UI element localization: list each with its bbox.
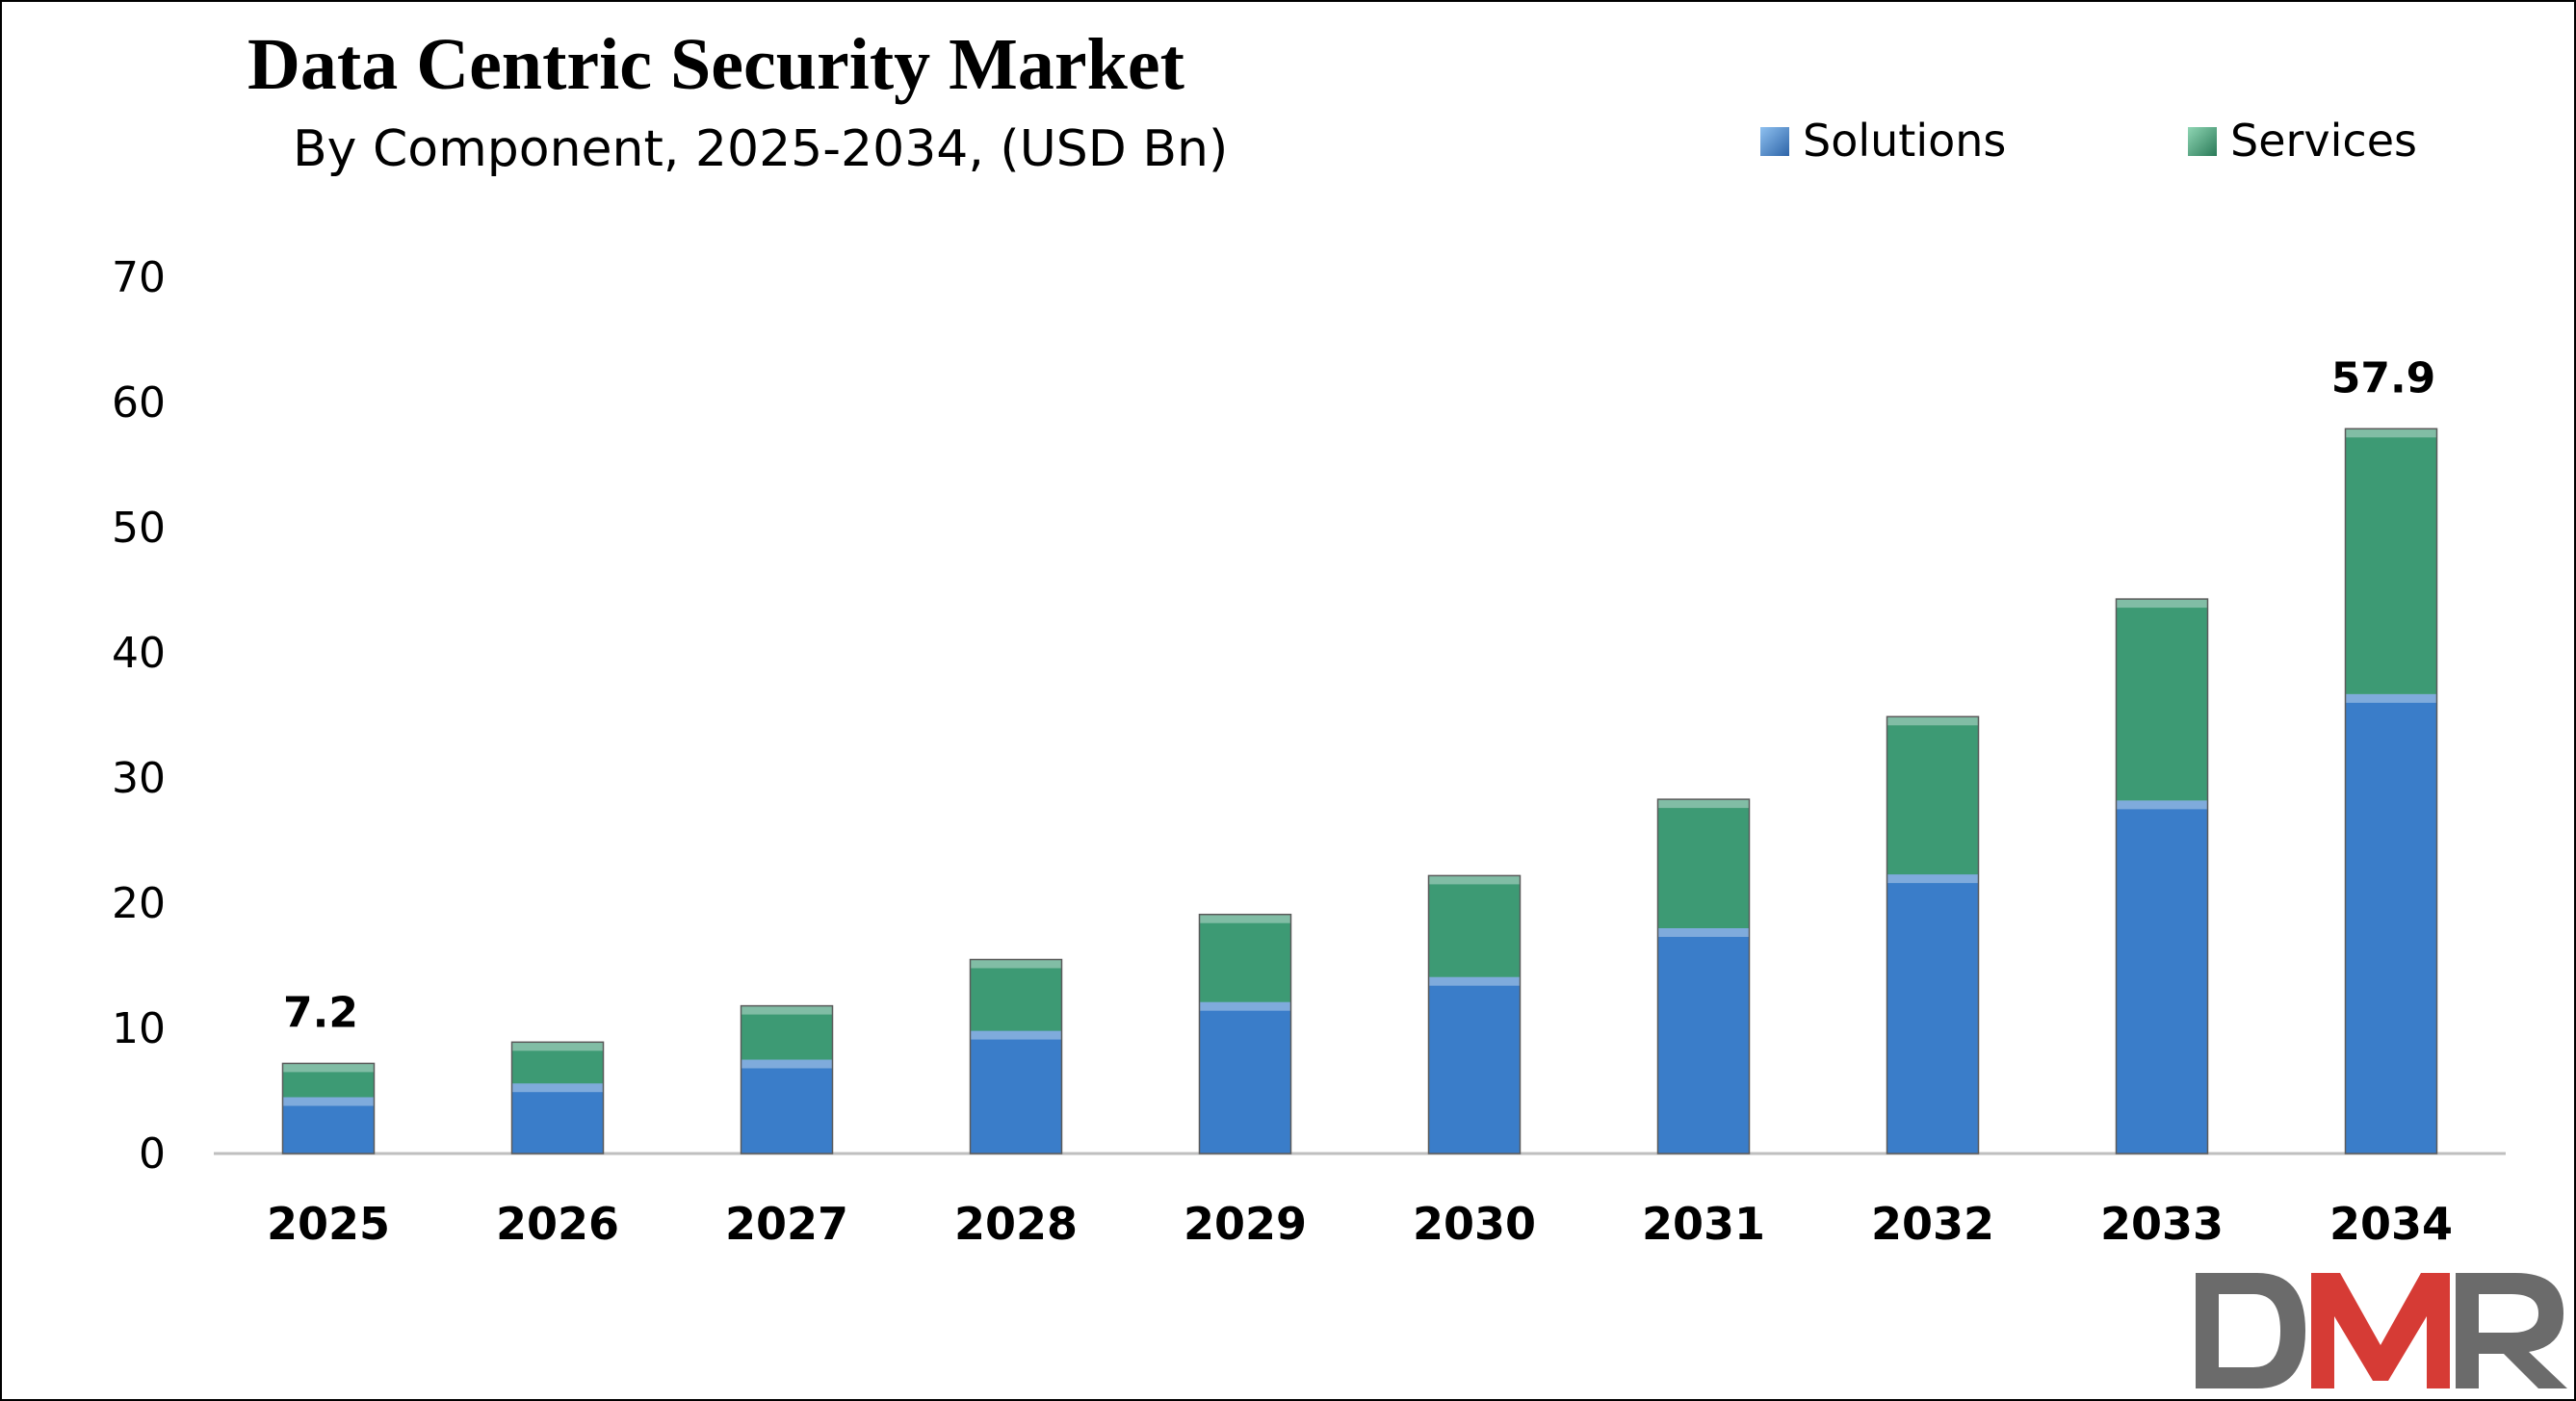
bar-highlight-services-2034 — [2345, 428, 2437, 438]
bar-group-2033 — [2115, 598, 2209, 1155]
bar-highlight-solutions-2029 — [1199, 1001, 1291, 1011]
bar-group-2026 — [510, 1041, 605, 1155]
bar-solutions-2028 — [970, 1030, 1062, 1154]
bar-solutions-2034 — [2345, 693, 2437, 1154]
bar-services-2032 — [1886, 716, 1979, 875]
bar-highlight-services-2026 — [511, 1042, 604, 1051]
bar-services-2029 — [1199, 914, 1291, 1002]
bar-highlight-services-2031 — [1657, 799, 1750, 809]
bar-group-2029 — [1198, 913, 1292, 1155]
bar-services-2031 — [1657, 799, 1750, 928]
bar-highlight-solutions-2028 — [970, 1030, 1062, 1040]
x-tick-label: 2034 — [2329, 1198, 2453, 1250]
bar-highlight-solutions-2025 — [282, 1097, 375, 1106]
y-tick-label: 60 — [112, 378, 166, 428]
bar-group-2031 — [1656, 798, 1751, 1155]
legend-item-services: Services — [2188, 115, 2417, 167]
data-label-2025: 7.2 — [283, 988, 358, 1037]
bar-solutions-2029 — [1199, 1001, 1291, 1154]
bar-solutions-2025 — [282, 1097, 375, 1154]
x-tick-label: 2026 — [496, 1198, 619, 1250]
bar-highlight-solutions-2031 — [1657, 928, 1750, 937]
data-labels: 7.2 57.9 — [283, 353, 2435, 1037]
bar-group-2030 — [1427, 874, 1522, 1155]
chart-subtitle: By Component, 2025-2034, (USD Bn) — [293, 120, 1228, 178]
dmr-logo — [2196, 1273, 2567, 1388]
x-tick-label: 2028 — [954, 1198, 1078, 1250]
y-tick-label: 70 — [112, 253, 166, 302]
bar-highlight-services-2029 — [1199, 914, 1291, 923]
bar-services-2027 — [741, 1005, 833, 1060]
bar-solutions-2027 — [741, 1059, 833, 1154]
bar-services-2028 — [970, 959, 1062, 1031]
y-tick-label: 20 — [112, 879, 166, 928]
bar-group-2028 — [969, 958, 1063, 1155]
legend: Solutions Services — [1760, 115, 2417, 167]
legend-label-solutions: Solutions — [1803, 115, 2006, 167]
bar-outline-2026 — [510, 1041, 605, 1155]
bar-outline-2032 — [1886, 715, 1980, 1155]
y-axis: 0 10 20 30 40 50 60 70 — [112, 253, 166, 1179]
bar-highlight-services-2033 — [2116, 599, 2208, 609]
x-tick-label: 2031 — [1642, 1198, 1765, 1250]
bar-outline-2031 — [1656, 798, 1751, 1155]
bar-solutions-2031 — [1657, 928, 1750, 1154]
legend-swatch-solutions — [1760, 127, 1789, 156]
bar-outline-2028 — [969, 958, 1063, 1155]
bar-outline-2033 — [2115, 598, 2209, 1155]
data-label-2034: 57.9 — [2331, 353, 2436, 402]
bar-group-2025 — [281, 1062, 376, 1155]
bar-highlight-solutions-2034 — [2345, 693, 2437, 703]
bar-services-2030 — [1428, 875, 1521, 977]
bar-solutions-2030 — [1428, 976, 1521, 1154]
bar-outline-2029 — [1198, 913, 1292, 1155]
bars — [281, 428, 2438, 1155]
x-tick-label: 2025 — [267, 1198, 390, 1250]
bar-highlight-solutions-2026 — [511, 1083, 604, 1093]
y-tick-label: 30 — [112, 754, 166, 803]
bar-group-2034 — [2344, 428, 2438, 1155]
bar-outline-2027 — [740, 1004, 834, 1155]
y-tick-label: 10 — [112, 1004, 166, 1053]
chart-title: Data Centric Security Market — [247, 24, 1184, 105]
y-tick-label: 50 — [112, 504, 166, 553]
bar-highlight-services-2027 — [741, 1005, 833, 1015]
bar-solutions-2026 — [511, 1083, 604, 1154]
bar-services-2033 — [2116, 599, 2208, 801]
y-tick-label: 40 — [112, 629, 166, 678]
x-tick-label: 2033 — [2100, 1198, 2224, 1250]
x-tick-label: 2032 — [1871, 1198, 1994, 1250]
x-tick-label: 2027 — [725, 1198, 848, 1250]
bar-highlight-services-2030 — [1428, 875, 1521, 885]
bar-highlight-solutions-2030 — [1428, 976, 1521, 986]
bar-highlight-services-2032 — [1886, 716, 1979, 726]
logo-letter-d — [2196, 1273, 2305, 1388]
bar-outline-2030 — [1427, 874, 1522, 1155]
x-axis: 2025 2026 2027 2028 2029 2030 2031 2032 2033 2034 — [267, 1198, 2453, 1250]
bar-services-2034 — [2345, 428, 2437, 694]
legend-swatch-services — [2188, 127, 2217, 156]
bar-solutions-2032 — [1886, 874, 1979, 1154]
logo-letter-m — [2311, 1273, 2450, 1388]
x-tick-label: 2030 — [1413, 1198, 1536, 1250]
bar-group-2032 — [1886, 715, 1980, 1155]
logo-letter-r — [2456, 1273, 2567, 1388]
bar-highlight-services-2028 — [970, 959, 1062, 969]
x-tick-label: 2029 — [1184, 1198, 1307, 1250]
bar-group-2027 — [740, 1004, 834, 1155]
y-tick-label: 0 — [139, 1129, 166, 1179]
bar-outline-2034 — [2344, 428, 2438, 1155]
bar-highlight-solutions-2027 — [741, 1059, 833, 1069]
bar-highlight-solutions-2033 — [2116, 800, 2208, 810]
bar-highlight-solutions-2032 — [1886, 874, 1979, 884]
legend-label-services: Services — [2230, 115, 2417, 167]
bar-solutions-2033 — [2116, 800, 2208, 1154]
bar-outline-2025 — [281, 1062, 376, 1155]
legend-item-solutions: Solutions — [1760, 115, 2006, 167]
bar-highlight-services-2025 — [282, 1063, 375, 1073]
